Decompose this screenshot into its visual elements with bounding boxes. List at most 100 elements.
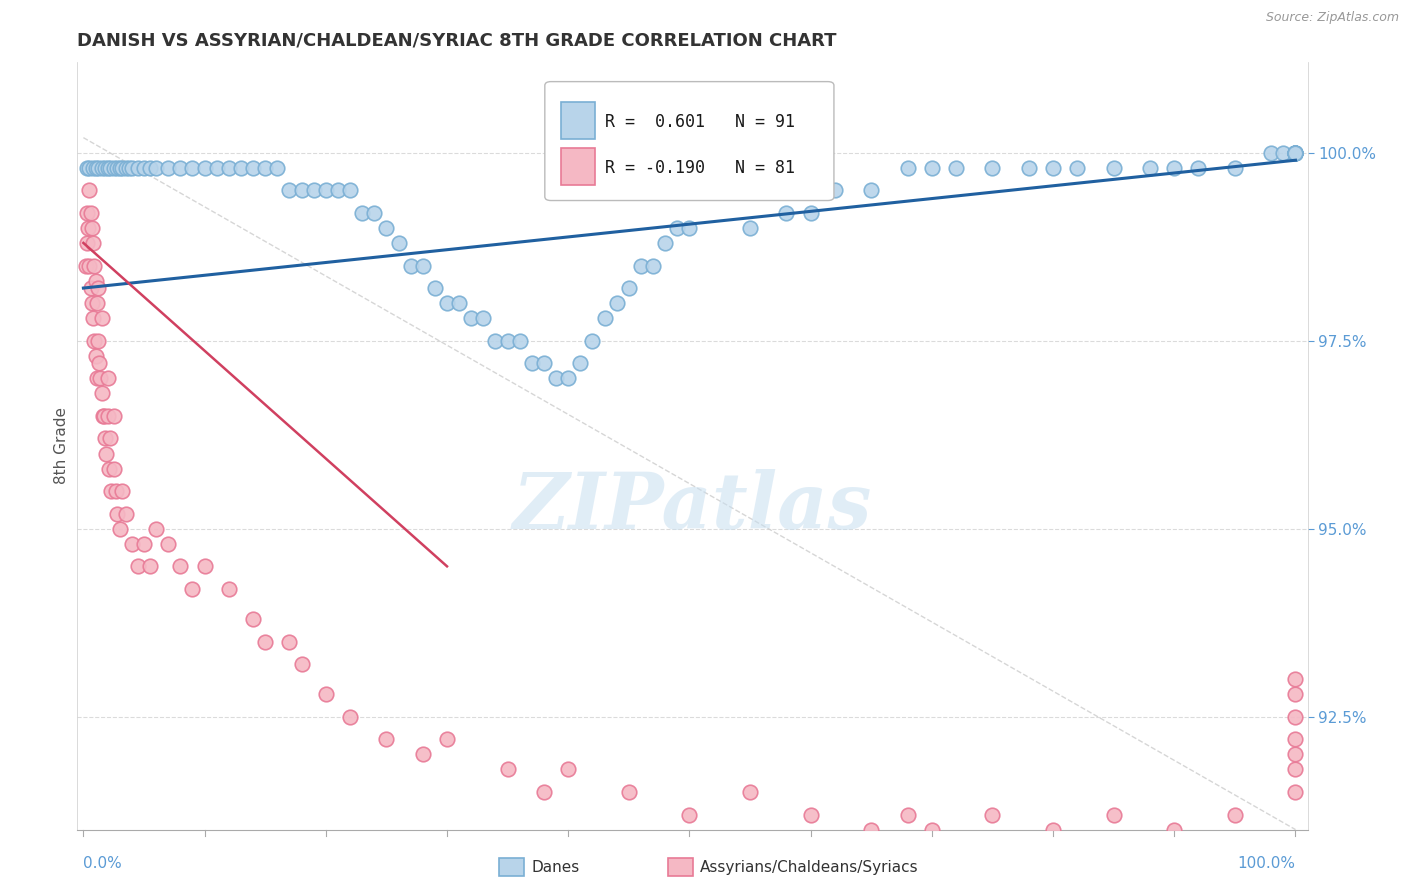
Point <box>921 161 943 175</box>
Point <box>945 161 967 175</box>
Point <box>1284 145 1306 160</box>
Point <box>897 807 920 822</box>
Point <box>105 161 128 175</box>
Point <box>97 161 120 175</box>
Point <box>157 537 180 551</box>
Point <box>76 235 98 250</box>
Point <box>127 161 149 175</box>
Point <box>1284 145 1306 160</box>
Point <box>1066 161 1088 175</box>
Point <box>218 582 240 596</box>
Point <box>169 559 191 574</box>
Point <box>103 161 125 175</box>
Point <box>90 386 112 401</box>
Point <box>90 161 112 175</box>
Point <box>1284 145 1306 160</box>
Point <box>82 235 104 250</box>
Point <box>90 311 112 326</box>
Point <box>87 161 110 175</box>
Point <box>76 161 98 175</box>
Point <box>77 220 100 235</box>
Point <box>118 161 141 175</box>
Point <box>678 220 700 235</box>
Point <box>1284 145 1306 160</box>
Bar <box>561 148 595 186</box>
Point <box>97 461 120 475</box>
Point <box>375 732 398 747</box>
Point <box>111 161 134 175</box>
Text: 0.0%: 0.0% <box>83 856 122 871</box>
Point <box>339 710 361 724</box>
Point <box>205 161 228 175</box>
Point <box>436 296 458 310</box>
Point <box>641 259 664 273</box>
Point <box>800 206 823 220</box>
Point <box>387 235 409 250</box>
Point <box>1284 672 1306 686</box>
Text: R =  0.601   N = 91: R = 0.601 N = 91 <box>605 112 796 130</box>
Point <box>254 161 277 175</box>
Point <box>84 274 107 288</box>
Point <box>108 161 131 175</box>
Point <box>111 484 134 499</box>
Point <box>194 161 217 175</box>
Point <box>82 161 104 175</box>
Point <box>1223 161 1246 175</box>
Point <box>94 161 117 175</box>
Point <box>1102 161 1125 175</box>
Point <box>412 747 434 762</box>
Point <box>89 356 111 370</box>
Point <box>1139 161 1161 175</box>
Point <box>1284 732 1306 747</box>
Point <box>484 334 506 348</box>
Point <box>738 220 761 235</box>
Point <box>1018 161 1040 175</box>
Point <box>79 206 101 220</box>
Point <box>533 785 555 799</box>
Point <box>181 582 204 596</box>
Y-axis label: 8th Grade: 8th Grade <box>53 408 69 484</box>
Point <box>145 161 167 175</box>
Point <box>103 409 125 423</box>
Point <box>617 785 640 799</box>
Point <box>132 161 155 175</box>
Point <box>97 371 120 385</box>
FancyBboxPatch shape <box>546 81 834 201</box>
Point <box>326 183 349 197</box>
Point <box>242 161 264 175</box>
Point <box>93 409 115 423</box>
Point <box>79 259 101 273</box>
Point <box>981 161 1004 175</box>
Point <box>339 183 361 197</box>
Point <box>557 763 579 777</box>
Text: ZIPatlas: ZIPatlas <box>513 469 872 546</box>
Point <box>423 281 446 295</box>
Point <box>436 732 458 747</box>
Point <box>218 161 240 175</box>
Point <box>352 206 374 220</box>
Point <box>290 657 312 672</box>
Point <box>520 356 543 370</box>
Point <box>290 183 312 197</box>
Point <box>1284 145 1306 160</box>
Point <box>921 822 943 837</box>
Point <box>80 220 103 235</box>
Point <box>1187 161 1209 175</box>
Point <box>1284 785 1306 799</box>
Point <box>84 161 107 175</box>
Point <box>79 281 101 295</box>
Point <box>132 537 155 551</box>
Text: R = -0.190   N = 81: R = -0.190 N = 81 <box>605 159 796 177</box>
Point <box>302 183 325 197</box>
Point <box>1284 710 1306 724</box>
Point <box>139 559 162 574</box>
Point <box>824 183 846 197</box>
Point <box>897 161 920 175</box>
Point <box>86 296 108 310</box>
Point <box>738 785 761 799</box>
Point <box>1284 747 1306 762</box>
Point <box>460 311 482 326</box>
Point <box>472 311 495 326</box>
Point <box>1042 161 1064 175</box>
Point <box>108 522 131 536</box>
